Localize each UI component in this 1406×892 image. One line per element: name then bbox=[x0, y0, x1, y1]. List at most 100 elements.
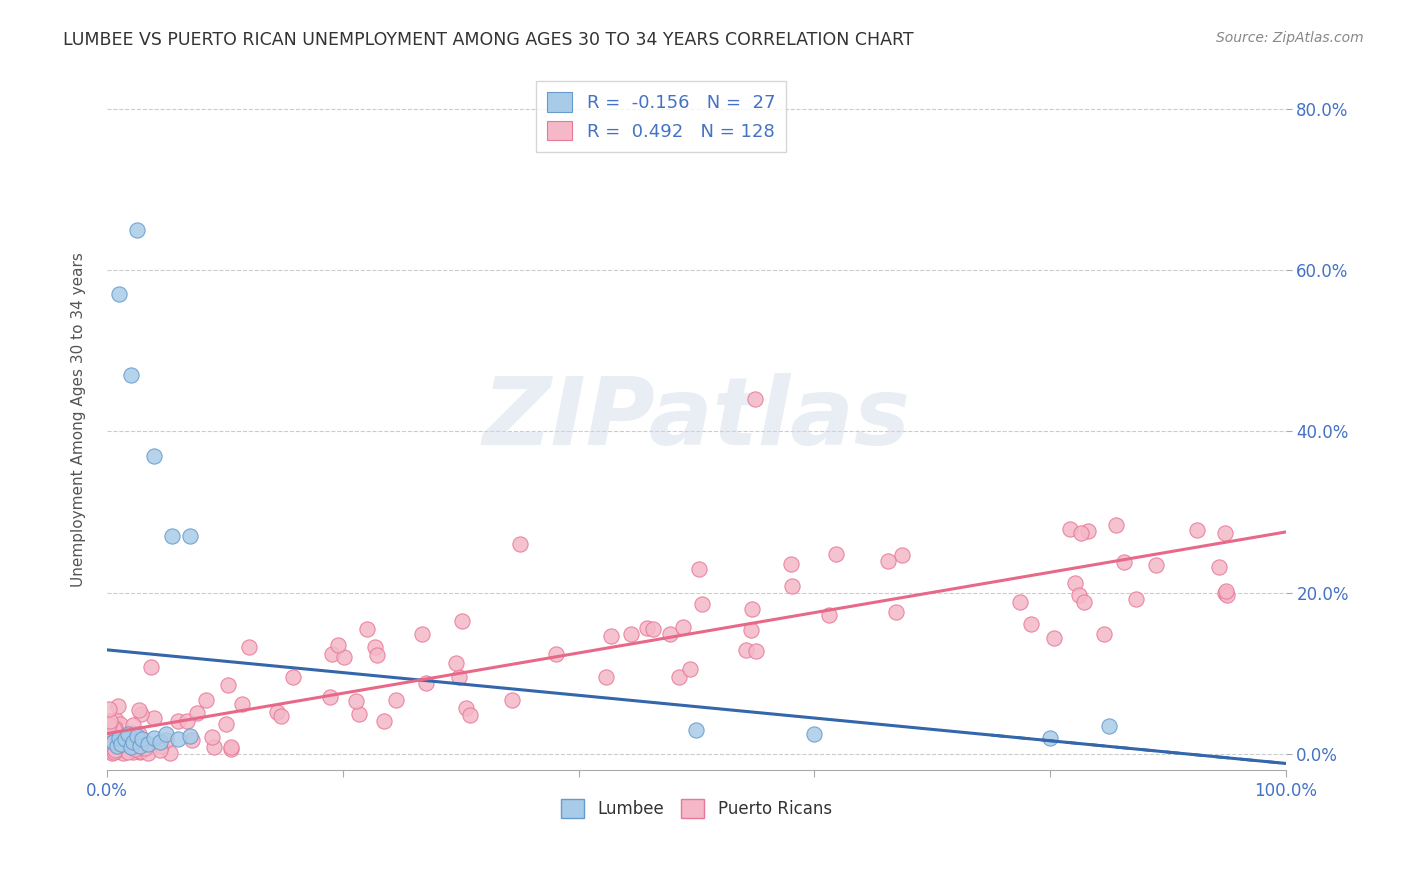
Point bbox=[117, 739, 139, 754]
Point bbox=[215, 717, 238, 731]
Point bbox=[1092, 626, 1115, 640]
Point bbox=[332, 650, 354, 665]
Point bbox=[143, 731, 166, 745]
Point bbox=[103, 745, 125, 759]
Point bbox=[97, 734, 120, 748]
Point bbox=[129, 706, 152, 721]
Point bbox=[149, 743, 172, 757]
Point bbox=[128, 703, 150, 717]
Point bbox=[142, 711, 165, 725]
Point bbox=[97, 739, 120, 754]
Point bbox=[129, 739, 152, 753]
Point bbox=[101, 740, 124, 755]
Point bbox=[1043, 631, 1066, 645]
Point bbox=[120, 368, 142, 382]
Point bbox=[238, 640, 260, 655]
Point bbox=[1105, 518, 1128, 533]
Point bbox=[415, 675, 437, 690]
Point bbox=[1213, 526, 1236, 541]
Point bbox=[128, 745, 150, 759]
Point bbox=[1073, 595, 1095, 609]
Point bbox=[679, 662, 702, 676]
Point bbox=[356, 622, 378, 636]
Point bbox=[501, 693, 523, 707]
Point bbox=[344, 694, 367, 708]
Text: LUMBEE VS PUERTO RICAN UNEMPLOYMENT AMONG AGES 30 TO 34 YEARS CORRELATION CHART: LUMBEE VS PUERTO RICAN UNEMPLOYMENT AMON… bbox=[63, 31, 914, 49]
Point bbox=[112, 746, 135, 760]
Point bbox=[150, 739, 173, 753]
Point bbox=[1114, 555, 1136, 569]
Point bbox=[219, 742, 242, 756]
Point bbox=[160, 529, 183, 543]
Point bbox=[1215, 584, 1237, 599]
Point bbox=[509, 537, 531, 551]
Point bbox=[97, 717, 120, 731]
Point bbox=[780, 579, 803, 593]
Point bbox=[1059, 522, 1081, 536]
Point bbox=[159, 746, 181, 760]
Point bbox=[117, 745, 139, 759]
Point bbox=[546, 647, 568, 661]
Point bbox=[454, 700, 477, 714]
Point bbox=[740, 623, 762, 637]
Point bbox=[643, 622, 665, 636]
Point bbox=[101, 731, 124, 745]
Point bbox=[349, 706, 371, 721]
Point bbox=[122, 718, 145, 732]
Point bbox=[181, 732, 204, 747]
Point bbox=[283, 669, 305, 683]
Point bbox=[103, 722, 125, 736]
Point bbox=[186, 706, 208, 720]
Point bbox=[110, 731, 132, 746]
Point bbox=[1216, 588, 1239, 602]
Point bbox=[166, 732, 188, 747]
Point bbox=[270, 709, 292, 723]
Point bbox=[877, 554, 900, 568]
Point bbox=[744, 392, 766, 406]
Point bbox=[326, 638, 349, 652]
Point bbox=[685, 723, 707, 737]
Point bbox=[637, 621, 659, 635]
Point bbox=[98, 744, 121, 758]
Point bbox=[101, 727, 124, 741]
Point bbox=[134, 741, 156, 756]
Point bbox=[201, 731, 224, 745]
Point bbox=[103, 721, 125, 735]
Point bbox=[120, 740, 142, 755]
Point bbox=[745, 644, 768, 658]
Point bbox=[620, 626, 643, 640]
Point bbox=[458, 708, 481, 723]
Point bbox=[97, 702, 120, 716]
Point bbox=[114, 732, 136, 747]
Point bbox=[364, 640, 387, 654]
Point bbox=[803, 727, 825, 741]
Point bbox=[107, 698, 129, 713]
Legend: Lumbee, Puerto Ricans: Lumbee, Puerto Ricans bbox=[554, 793, 838, 825]
Point bbox=[122, 735, 145, 749]
Point bbox=[122, 745, 145, 759]
Y-axis label: Unemployment Among Ages 30 to 34 years: Unemployment Among Ages 30 to 34 years bbox=[72, 252, 86, 587]
Point bbox=[155, 733, 177, 747]
Point bbox=[411, 627, 433, 641]
Point bbox=[735, 643, 758, 657]
Point bbox=[451, 614, 474, 628]
Point bbox=[891, 549, 914, 563]
Point bbox=[672, 620, 695, 634]
Point bbox=[149, 735, 172, 749]
Point bbox=[131, 732, 153, 747]
Point bbox=[231, 698, 253, 712]
Point bbox=[668, 670, 690, 684]
Point bbox=[825, 547, 848, 561]
Point bbox=[817, 608, 839, 623]
Point bbox=[318, 690, 340, 705]
Point bbox=[1064, 575, 1087, 590]
Point bbox=[104, 742, 127, 756]
Point bbox=[1069, 588, 1091, 602]
Point bbox=[129, 744, 152, 758]
Point bbox=[143, 449, 166, 463]
Point bbox=[1098, 719, 1121, 733]
Point bbox=[125, 729, 148, 743]
Point bbox=[1021, 616, 1043, 631]
Point bbox=[139, 659, 162, 673]
Point bbox=[105, 739, 128, 753]
